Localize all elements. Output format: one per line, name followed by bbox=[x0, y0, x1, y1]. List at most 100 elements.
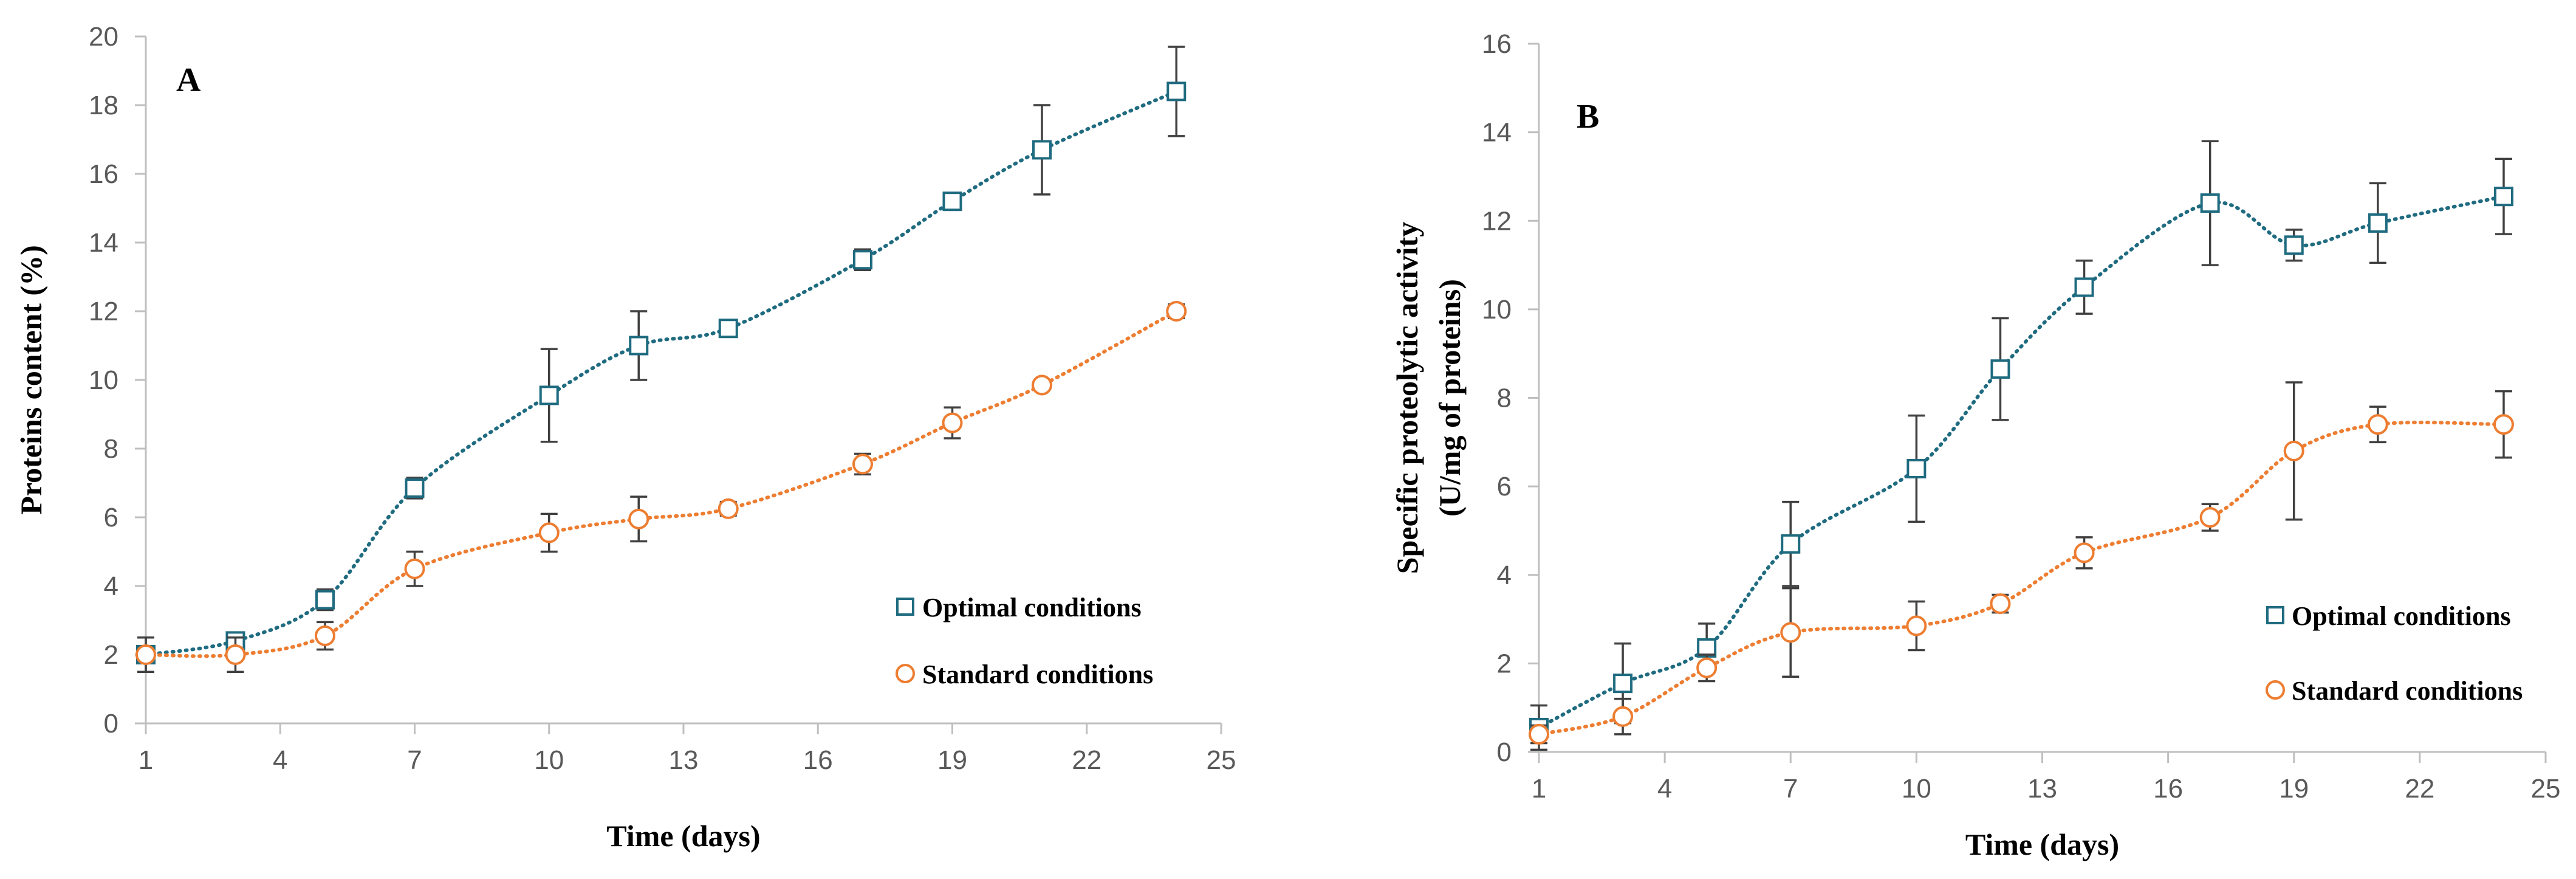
data-point bbox=[2200, 193, 2220, 213]
x-tick-label: 16 bbox=[803, 745, 833, 775]
legend-label: Standard conditions bbox=[922, 660, 1153, 689]
legend-marker bbox=[2266, 606, 2284, 624]
y-axis-title: Specific proteolytic activity bbox=[1390, 222, 1424, 574]
x-tick-label: 22 bbox=[1072, 745, 1101, 775]
data-point bbox=[2199, 507, 2221, 528]
data-point bbox=[2284, 235, 2304, 255]
x-tick-label: 13 bbox=[669, 745, 699, 775]
data-point bbox=[2074, 542, 2095, 564]
data-point bbox=[2367, 414, 2388, 435]
data-point bbox=[1990, 359, 2010, 379]
x-tick-label: 4 bbox=[1657, 774, 1672, 804]
x-tick-label: 19 bbox=[937, 745, 967, 775]
y-tick-label: 16 bbox=[89, 159, 118, 189]
y-tick-label: 18 bbox=[89, 91, 118, 120]
x-tick-label: 10 bbox=[534, 745, 564, 775]
y-tick-label: 6 bbox=[1497, 472, 1512, 502]
y-tick-label: 12 bbox=[1482, 206, 1512, 236]
x-tick-label: 1 bbox=[139, 745, 153, 775]
y-tick-label: 4 bbox=[1497, 560, 1512, 590]
data-point bbox=[1166, 301, 1187, 322]
y-tick-label: 2 bbox=[1497, 649, 1512, 678]
data-point bbox=[629, 336, 649, 356]
y-tick-label: 0 bbox=[104, 709, 118, 739]
data-point bbox=[1166, 81, 1187, 102]
legend-marker bbox=[896, 598, 914, 616]
data-point bbox=[1906, 459, 1927, 478]
y-axis-title: Proteins content (%) bbox=[14, 245, 48, 514]
data-point bbox=[718, 319, 738, 339]
x-tick-label: 7 bbox=[407, 745, 422, 775]
data-point bbox=[1612, 706, 1634, 727]
data-point bbox=[405, 478, 425, 498]
data-point bbox=[1906, 615, 1927, 636]
legend-label: Optimal conditions bbox=[922, 593, 1142, 622]
y-axis-title: (U/mg of proteins) bbox=[1433, 279, 1467, 517]
trend-line bbox=[1537, 420, 2506, 736]
y-tick-label: 20 bbox=[89, 22, 118, 52]
data-point bbox=[2283, 440, 2304, 461]
data-point bbox=[853, 250, 872, 270]
data-point bbox=[1613, 674, 1633, 694]
x-tick-label: 4 bbox=[273, 745, 287, 775]
data-point bbox=[225, 644, 246, 665]
data-point bbox=[1990, 593, 2011, 615]
panel-label: A bbox=[176, 61, 201, 99]
x-tick-label: 25 bbox=[1207, 745, 1236, 775]
series-optimal bbox=[1529, 140, 2513, 751]
data-point bbox=[2074, 277, 2094, 297]
x-tick-label: 7 bbox=[1783, 774, 1798, 804]
data-point bbox=[1032, 374, 1052, 396]
legend-label: Optimal conditions bbox=[2292, 601, 2511, 631]
data-point bbox=[2493, 414, 2514, 435]
y-tick-label: 8 bbox=[104, 434, 118, 464]
panel-label: B bbox=[1577, 98, 1599, 136]
series-standard bbox=[1529, 381, 2514, 745]
y-tick-label: 10 bbox=[1482, 295, 1512, 325]
y-tick-label: 6 bbox=[104, 503, 118, 533]
data-point bbox=[1696, 657, 1718, 678]
data-point bbox=[1780, 622, 1801, 643]
x-axis-title: Time (days) bbox=[1965, 827, 2119, 861]
trend-line bbox=[1537, 195, 2506, 729]
data-point bbox=[852, 453, 873, 475]
data-point bbox=[539, 385, 559, 405]
x-tick-label: 1 bbox=[1532, 774, 1546, 804]
x-tick-label: 25 bbox=[2531, 774, 2561, 804]
data-point bbox=[1529, 723, 1549, 745]
data-point bbox=[718, 498, 739, 519]
x-tick-label: 16 bbox=[2153, 774, 2183, 804]
y-tick-label: 2 bbox=[104, 640, 118, 670]
data-point bbox=[628, 508, 649, 529]
x-tick-label: 22 bbox=[2405, 774, 2434, 804]
data-point bbox=[942, 191, 962, 212]
data-point bbox=[2368, 213, 2388, 233]
y-tick-label: 8 bbox=[1497, 384, 1512, 413]
x-tick-label: 19 bbox=[2279, 774, 2309, 804]
y-tick-label: 0 bbox=[1497, 737, 1512, 767]
data-point bbox=[538, 522, 560, 543]
y-tick-label: 4 bbox=[104, 571, 118, 601]
data-point bbox=[404, 558, 425, 579]
y-tick-label: 16 bbox=[1482, 29, 1512, 59]
x-tick-label: 10 bbox=[1902, 774, 1931, 804]
data-point bbox=[315, 625, 335, 646]
y-tick-label: 14 bbox=[1482, 118, 1512, 148]
y-tick-label: 14 bbox=[89, 228, 118, 258]
data-point bbox=[942, 412, 963, 433]
series-optimal bbox=[136, 46, 1187, 673]
data-point bbox=[1781, 534, 1801, 554]
data-point bbox=[1032, 140, 1052, 160]
legend-marker bbox=[896, 664, 915, 683]
trend-line bbox=[144, 89, 1179, 657]
data-point bbox=[2493, 187, 2513, 207]
x-tick-label: 13 bbox=[2027, 774, 2057, 804]
series-standard bbox=[135, 301, 1187, 673]
data-point bbox=[315, 590, 335, 610]
y-tick-label: 10 bbox=[89, 365, 118, 395]
y-tick-label: 12 bbox=[89, 297, 118, 326]
x-axis-title: Time (days) bbox=[606, 819, 760, 853]
